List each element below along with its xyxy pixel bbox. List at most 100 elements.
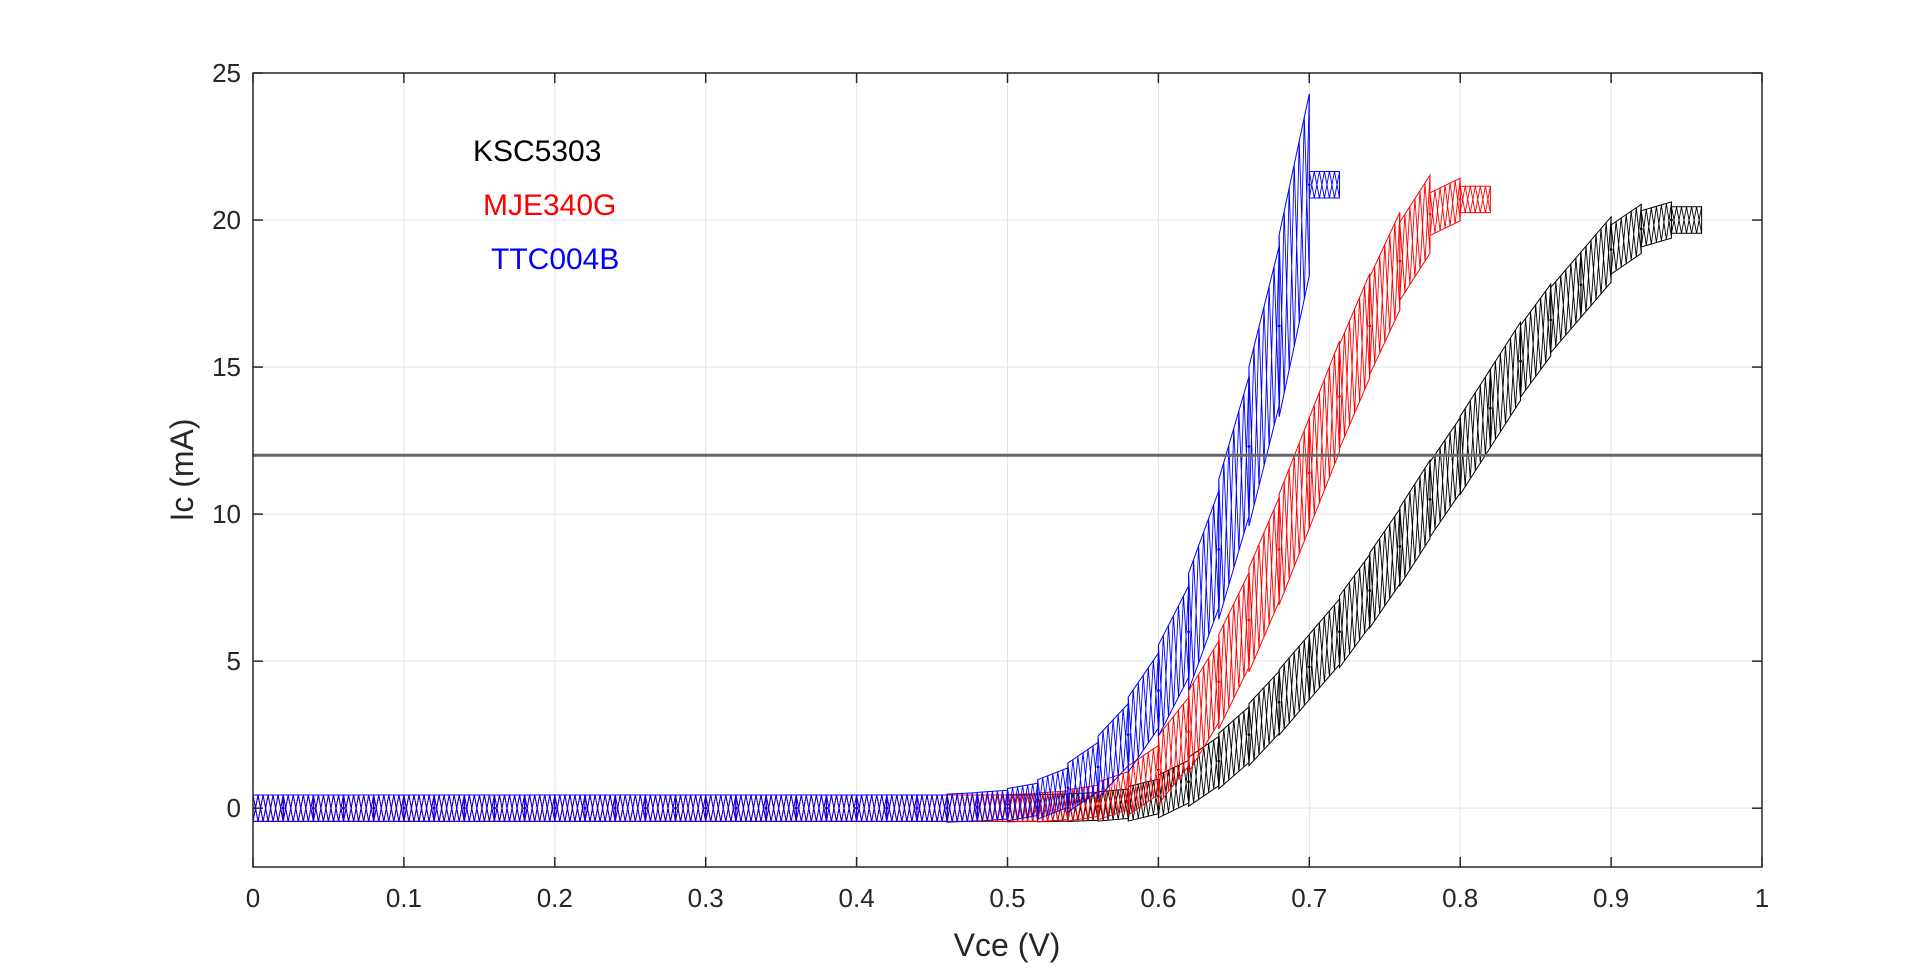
data-hatch xyxy=(1339,273,1371,449)
data-point xyxy=(1307,183,1311,187)
data-point xyxy=(553,806,557,810)
data-point xyxy=(1157,768,1160,772)
data-hatch xyxy=(1308,171,1340,199)
data-point xyxy=(523,806,527,810)
x-axis-label: Vce (V) xyxy=(954,927,1061,963)
x-tick-label: 0.4 xyxy=(839,883,875,913)
data-hatch xyxy=(1278,93,1310,417)
data-point xyxy=(1066,786,1070,789)
data-point xyxy=(1217,548,1221,551)
data-hatch xyxy=(946,792,978,823)
data-point xyxy=(1609,248,1613,251)
data-hatch xyxy=(976,794,1008,822)
data-hatch xyxy=(1399,460,1431,586)
y-tick-label: 5 xyxy=(227,646,241,676)
x-tick-label: 0.9 xyxy=(1593,883,1629,913)
data-hatch xyxy=(735,794,767,822)
data-hatch xyxy=(1459,186,1491,213)
data-point xyxy=(1157,689,1160,692)
data-point xyxy=(1639,227,1643,231)
data-hatch xyxy=(1007,783,1039,821)
data-point xyxy=(1247,445,1251,448)
data-point xyxy=(1277,700,1281,704)
data-hatch xyxy=(1067,742,1099,813)
data-point xyxy=(1247,733,1251,737)
data-hatch xyxy=(1037,767,1069,820)
data-point xyxy=(1368,589,1372,592)
data-hatch xyxy=(1308,599,1340,700)
legend-entry: TTC004B xyxy=(491,243,619,276)
x-tick-label: 0.1 xyxy=(386,883,422,913)
x-tick-label: 1 xyxy=(1755,883,1769,913)
data-hatch xyxy=(1429,178,1461,236)
data-point xyxy=(1036,797,1040,801)
data-hatch xyxy=(584,794,616,822)
data-point xyxy=(1217,680,1221,684)
data-hatch xyxy=(282,794,314,822)
x-tick-label: 0.7 xyxy=(1291,883,1327,913)
data-point xyxy=(1187,630,1190,634)
legend-entry: KSC5303 xyxy=(473,135,601,168)
data-hatch xyxy=(614,794,646,822)
data-hatch xyxy=(1640,201,1672,247)
data-hatch xyxy=(886,794,918,822)
x-tick-label: 0.2 xyxy=(537,883,573,913)
data-point xyxy=(704,806,708,810)
data-hatch xyxy=(1248,671,1280,766)
data-point xyxy=(1458,198,1462,201)
x-tick-label: 0.5 xyxy=(989,883,1025,913)
data-point xyxy=(1428,212,1432,216)
data-block xyxy=(1369,212,1401,375)
data-point xyxy=(1519,359,1522,363)
data-point xyxy=(1398,259,1402,263)
data-hatch xyxy=(493,794,526,822)
data-hatch xyxy=(1127,779,1159,822)
data-point xyxy=(1307,471,1311,475)
data-hatch xyxy=(433,794,465,822)
data-point xyxy=(432,806,436,810)
data-block xyxy=(1489,320,1522,450)
data-hatch xyxy=(312,794,344,822)
y-tick-label: 15 xyxy=(212,352,241,382)
data-point xyxy=(1428,498,1432,501)
data-point xyxy=(825,806,828,810)
data-point xyxy=(1217,759,1221,763)
series-layer xyxy=(253,93,1703,823)
y-tick-label: 10 xyxy=(212,499,241,529)
data-point xyxy=(1277,548,1281,551)
data-hatch xyxy=(705,794,737,822)
data-hatch xyxy=(976,790,1008,822)
data-point xyxy=(1247,618,1251,622)
series-TTC004B xyxy=(253,93,1340,823)
data-hatch xyxy=(856,794,888,822)
data-hatch xyxy=(1399,174,1431,301)
data-hatch xyxy=(675,794,707,822)
data-point xyxy=(764,806,768,810)
data-hatch xyxy=(1188,490,1220,691)
data-point xyxy=(493,806,496,810)
x-tick-label: 0 xyxy=(246,883,260,913)
data-hatch xyxy=(1610,204,1642,275)
data-hatch xyxy=(1127,653,1159,773)
data-hatch xyxy=(644,794,676,822)
data-point xyxy=(462,806,466,810)
y-tick-label: 20 xyxy=(212,205,241,235)
data-point xyxy=(674,806,677,810)
data-point xyxy=(1096,765,1100,769)
data-hatch xyxy=(1339,554,1371,668)
data-hatch xyxy=(1218,706,1250,789)
data-hatch xyxy=(1007,793,1039,822)
data-point xyxy=(643,806,647,810)
data-point xyxy=(1488,406,1492,410)
data-hatch xyxy=(554,794,586,822)
data-point xyxy=(311,806,315,810)
x-tick-label: 0.6 xyxy=(1140,883,1176,913)
data-hatch xyxy=(1278,634,1310,736)
data-hatch xyxy=(1067,785,1099,821)
data-point xyxy=(1549,318,1553,322)
data-hatch xyxy=(373,794,405,822)
data-hatch xyxy=(1157,586,1190,737)
ticks xyxy=(252,72,1763,867)
legend: KSC5303 MJE340G TTC004B xyxy=(473,135,619,276)
